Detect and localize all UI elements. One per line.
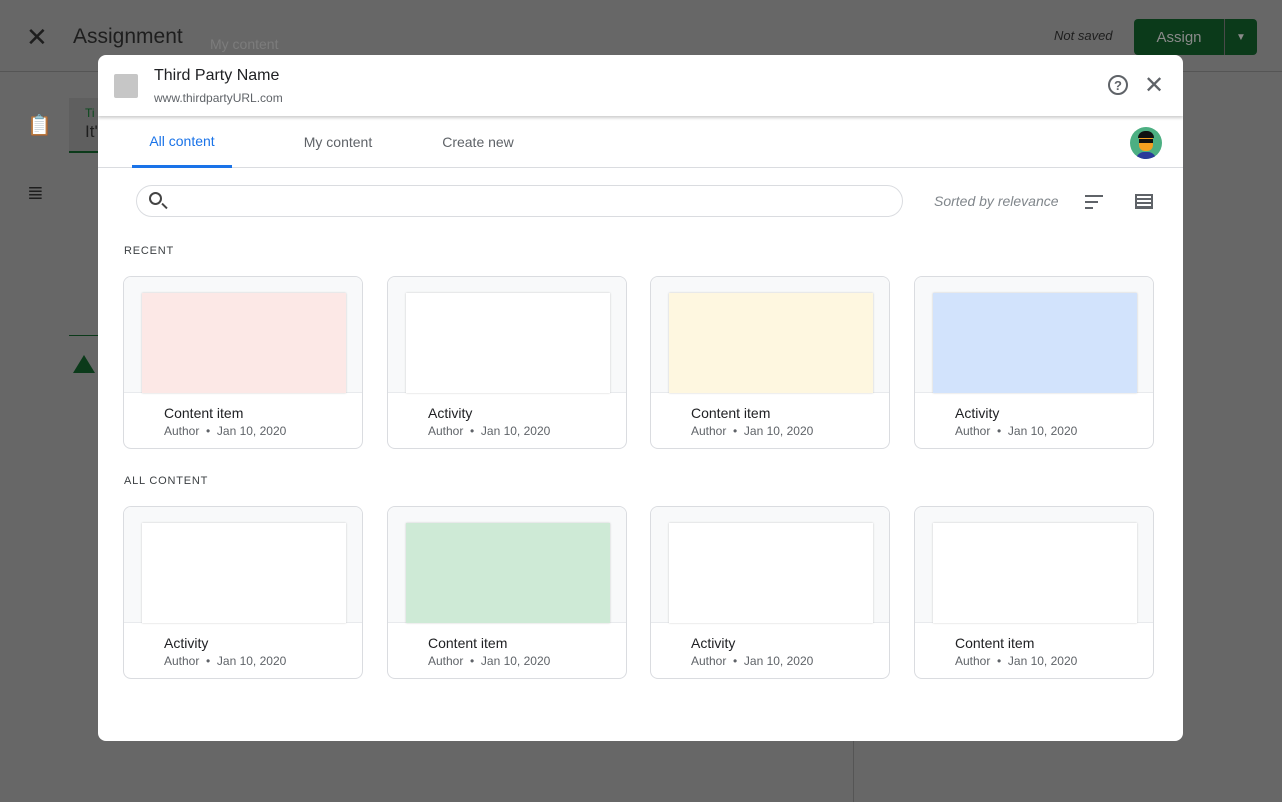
card-author: Author (164, 424, 200, 438)
content-card[interactable]: Activity Author • Jan 10, 2020 (123, 506, 363, 679)
card-title: Activity (691, 635, 736, 651)
content-card[interactable]: Activity Author • Jan 10, 2020 (387, 276, 627, 449)
card-meta: Author • Jan 10, 2020 (955, 654, 1078, 668)
search-bar[interactable] (136, 185, 903, 217)
third-party-logo (114, 74, 138, 98)
tab-bar: All content My content Create new (98, 116, 1183, 168)
sort-icon[interactable] (1085, 195, 1103, 213)
assign-label[interactable]: Assign (1134, 19, 1225, 55)
avatar[interactable] (1130, 127, 1162, 159)
section-label: ALL CONTENT (124, 475, 209, 487)
card-meta: Author • Jan 10, 2020 (691, 424, 814, 438)
notes-icon[interactable]: ≣ (27, 182, 44, 204)
dialog-header: Third Party Name www.thirdpartyURL.com ?… (98, 55, 1183, 116)
card-title: Content item (164, 405, 244, 421)
card-title: Content item (428, 635, 508, 651)
card-author: Author (428, 654, 464, 668)
card-meta: Author • Jan 10, 2020 (164, 424, 287, 438)
card-author: Author (428, 424, 464, 438)
search-input[interactable] (177, 190, 877, 212)
card-preview (406, 293, 610, 393)
card-date: Jan 10, 2020 (1007, 654, 1078, 668)
sort-label: Sorted by relevance (934, 193, 1059, 209)
close-icon[interactable]: ✕ (1144, 72, 1165, 99)
third-party-name: Third Party Name (154, 67, 280, 84)
card-date: Jan 10, 2020 (743, 424, 814, 438)
tab-my-content[interactable]: My content (303, 134, 373, 150)
title-field-label: Ti (85, 106, 95, 120)
title-field-value: It' (85, 122, 98, 141)
card-meta: Author • Jan 10, 2020 (428, 424, 551, 438)
list-view-icon[interactable] (1135, 194, 1153, 209)
third-party-url: www.thirdpartyURL.com (154, 91, 283, 105)
section-label: RECENT (124, 245, 175, 257)
card-meta: Author • Jan 10, 2020 (428, 654, 551, 668)
card-preview (669, 523, 873, 623)
card-thumbnail (651, 277, 889, 393)
card-title: Activity (955, 405, 1000, 421)
chevron-down-icon[interactable]: ▼ (1236, 31, 1246, 43)
card-thumbnail (124, 277, 362, 393)
card-date: Jan 10, 2020 (1007, 424, 1078, 438)
help-icon[interactable]: ? (1108, 75, 1128, 95)
card-meta: Author • Jan 10, 2020 (691, 654, 814, 668)
content-picker-dialog: Third Party Name www.thirdpartyURL.com ?… (98, 55, 1183, 741)
page-title: Assignment (73, 25, 183, 48)
card-thumbnail (915, 507, 1153, 623)
card-date: Jan 10, 2020 (743, 654, 814, 668)
card-meta: Author • Jan 10, 2020 (164, 654, 287, 668)
card-author: Author (955, 654, 991, 668)
card-title: Activity (164, 635, 209, 651)
divider (853, 741, 854, 802)
card-title: Content item (955, 635, 1035, 651)
clipboard-icon[interactable]: 📋 (27, 115, 52, 137)
card-preview (142, 293, 346, 393)
card-thumbnail (651, 507, 889, 623)
card-thumbnail (124, 507, 362, 623)
content-card[interactable]: Content item Author • Jan 10, 2020 (650, 276, 890, 449)
drive-icon[interactable] (73, 355, 95, 373)
card-preview (933, 523, 1137, 623)
assign-button[interactable]: Assign ▼ (1134, 19, 1257, 55)
content-card[interactable]: Activity Author • Jan 10, 2020 (650, 506, 890, 679)
content-card[interactable]: Content item Author • Jan 10, 2020 (123, 276, 363, 449)
card-date: Jan 10, 2020 (216, 654, 287, 668)
card-thumbnail (388, 507, 626, 623)
card-author: Author (955, 424, 991, 438)
content-card[interactable]: Content item Author • Jan 10, 2020 (914, 506, 1154, 679)
card-thumbnail (915, 277, 1153, 393)
card-date: Jan 10, 2020 (480, 424, 551, 438)
tab-all-content[interactable]: All content (132, 116, 232, 168)
card-title: Activity (428, 405, 473, 421)
card-author: Author (164, 654, 200, 668)
card-preview (142, 523, 346, 623)
card-title: Content item (691, 405, 771, 421)
content-card[interactable]: Content item Author • Jan 10, 2020 (387, 506, 627, 679)
card-date: Jan 10, 2020 (216, 424, 287, 438)
card-meta: Author • Jan 10, 2020 (955, 424, 1078, 438)
ghost-text: My content (210, 36, 279, 52)
card-thumbnail (388, 277, 626, 393)
search-icon (149, 192, 162, 205)
card-preview (933, 293, 1137, 393)
close-icon[interactable]: ✕ (26, 22, 48, 52)
save-status: Not saved (1054, 28, 1113, 43)
card-preview (669, 293, 873, 393)
content-card[interactable]: Activity Author • Jan 10, 2020 (914, 276, 1154, 449)
card-author: Author (691, 654, 727, 668)
card-author: Author (691, 424, 727, 438)
divider (69, 335, 109, 336)
card-preview (406, 523, 610, 623)
tab-create-new[interactable]: Create new (442, 134, 514, 150)
card-date: Jan 10, 2020 (480, 654, 551, 668)
